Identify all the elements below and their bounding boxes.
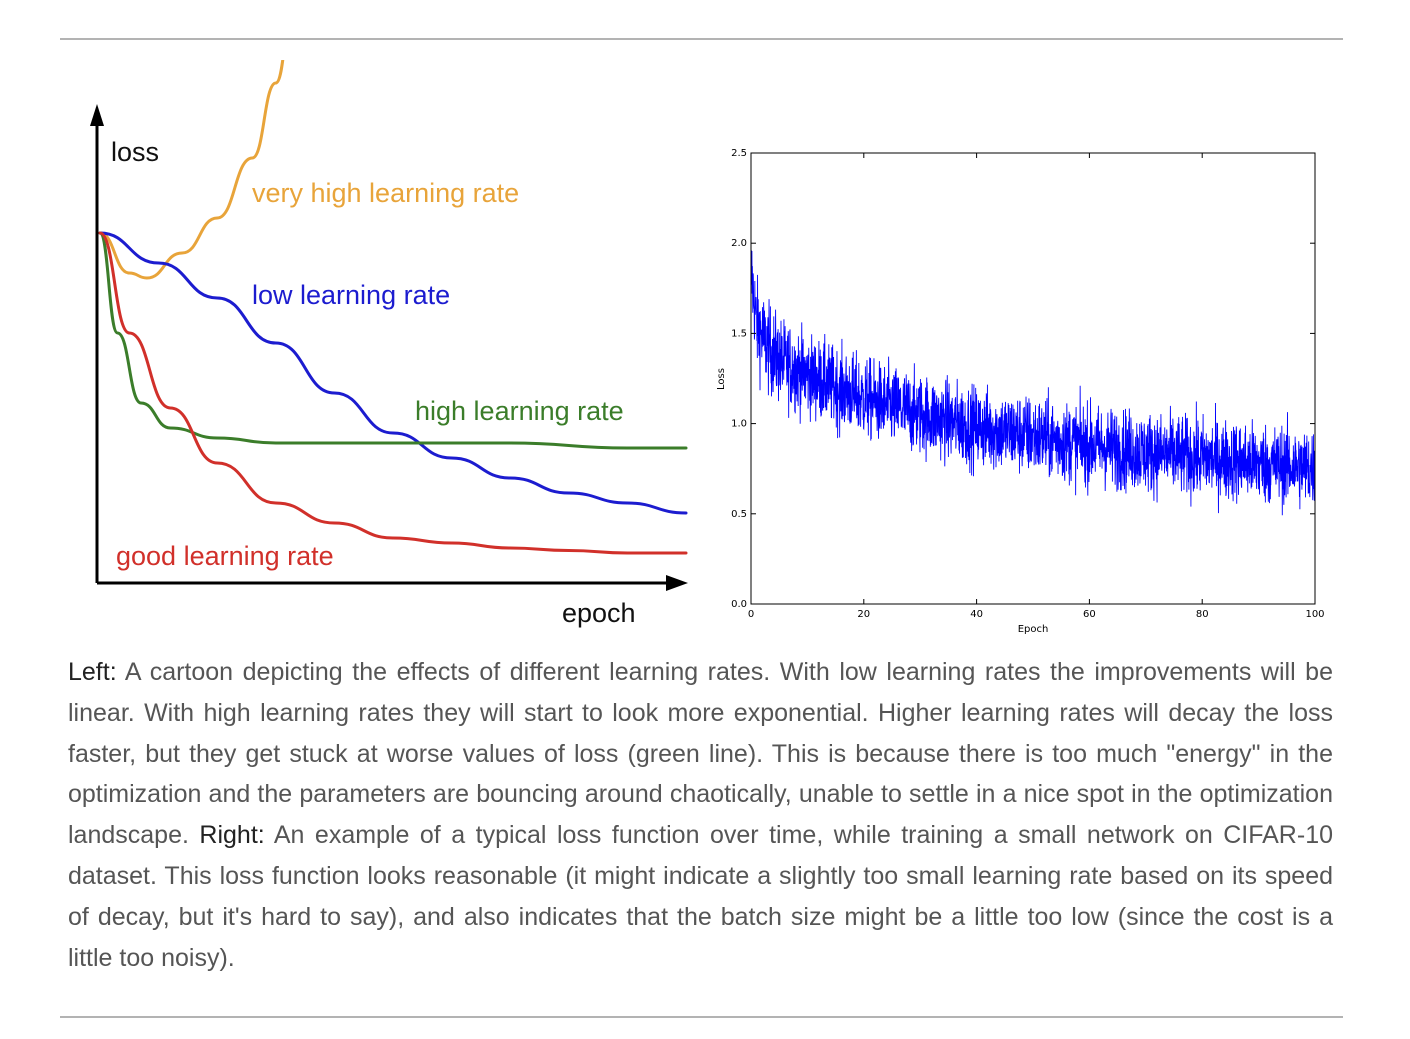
series-label-very-high-learning-rate: very high learning rate: [252, 178, 519, 208]
x-axis-label: Epoch: [1018, 624, 1049, 635]
right-caption-text: An example of a typical loss function ov…: [68, 821, 1333, 972]
y-tick-label: 1.0: [731, 419, 747, 430]
series-label-high-learning-rate: high learning rate: [415, 396, 624, 426]
x-tick-label: 80: [1196, 609, 1209, 620]
series-line-good-learning-rate: [98, 231, 688, 555]
cartoon-x-arrowhead: [666, 575, 688, 591]
left-caption-label: Left:: [68, 658, 117, 686]
y-tick-label: 2.5: [731, 148, 747, 159]
x-tick-label: 100: [1305, 609, 1324, 620]
y-tick-label: 0.5: [731, 509, 747, 520]
cartoon-y-axis-label: loss: [111, 137, 159, 167]
y-tick-label: 0.0: [731, 599, 747, 610]
cartoon-series-lines: [98, 60, 688, 555]
y-axis-label: Loss: [716, 368, 727, 390]
loss-series-path: [750, 247, 1316, 516]
series-line-very-high-learning-rate: [98, 60, 285, 280]
cartoon-axes: [90, 104, 688, 591]
x-tick-label: 0: [748, 609, 754, 620]
x-tick-label: 40: [970, 609, 983, 620]
left-caption-text: A cartoon depicting the effects of diffe…: [68, 658, 1333, 850]
axis-ticks: 0 20 40 60 80 100 0.0 0.5 1.0 1.5 2.0 2.5: [731, 148, 1324, 620]
bottom-divider: [60, 1016, 1343, 1018]
cartoon-y-arrowhead: [90, 104, 104, 126]
cartoon-series-labels: very high learning rate low learning rate…: [116, 178, 624, 571]
series-line-low-learning-rate: [98, 231, 688, 515]
cartoon-x-axis-label: epoch: [562, 598, 636, 628]
y-tick-label: 2.0: [731, 238, 747, 249]
x-tick-label: 20: [857, 609, 870, 620]
x-tick-label: 60: [1083, 609, 1096, 620]
cifar10-loss-chart: 0 20 40 60 80 100 0.0 0.5 1.0 1.5 2.0 2.5 Epoch Los…: [716, 148, 1325, 635]
plot-frame: [750, 152, 1316, 605]
figure-caption: Left: A cartoon depicting the effects of…: [68, 652, 1333, 978]
learning-rate-cartoon-chart: very high learning rate low learning rate…: [90, 60, 688, 628]
loss-series-line: [750, 247, 1316, 516]
y-tick-label: 1.5: [731, 328, 747, 339]
right-caption-label: Right:: [199, 821, 265, 850]
series-label-good-learning-rate: good learning rate: [116, 541, 334, 571]
top-divider: [60, 38, 1343, 40]
series-label-low-learning-rate: low learning rate: [252, 280, 450, 310]
series-line-high-learning-rate: [98, 231, 688, 450]
